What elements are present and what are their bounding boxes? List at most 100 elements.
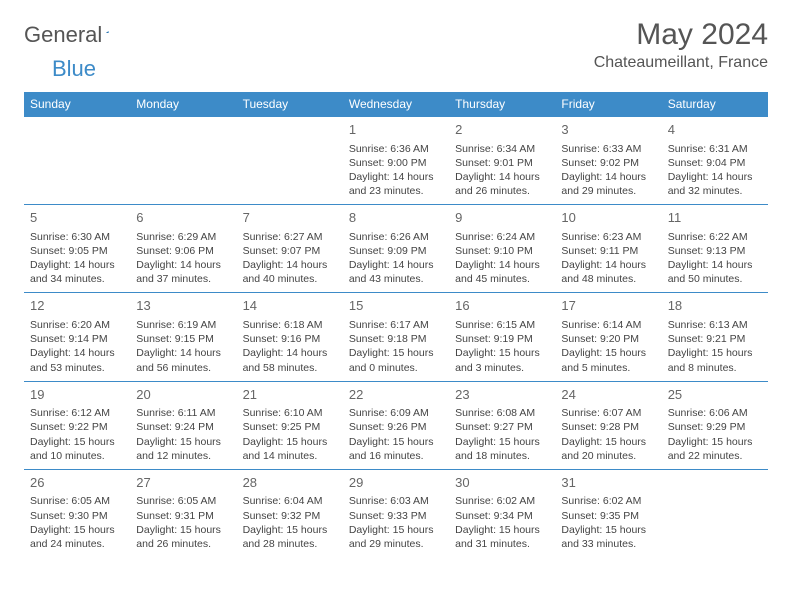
day-number: 26: [30, 474, 124, 492]
sunrise-line: Sunrise: 6:29 AM: [136, 230, 230, 244]
calendar-cell: 2Sunrise: 6:34 AMSunset: 9:01 PMDaylight…: [449, 116, 555, 204]
sunset-line: Sunset: 9:29 PM: [668, 420, 762, 434]
sunrise-line: Sunrise: 6:34 AM: [455, 142, 549, 156]
daylight-line: Daylight: 15 hours: [561, 435, 655, 449]
sunrise-line: Sunrise: 6:02 AM: [561, 494, 655, 508]
sunset-line: Sunset: 9:28 PM: [561, 420, 655, 434]
weekday-header: Saturday: [662, 92, 768, 116]
calendar-cell: 16Sunrise: 6:15 AMSunset: 9:19 PMDayligh…: [449, 292, 555, 380]
day-number: 1: [349, 121, 443, 139]
month-title: May 2024: [594, 18, 768, 52]
sunset-line: Sunset: 9:25 PM: [243, 420, 337, 434]
daylight-line2: and 23 minutes.: [349, 184, 443, 198]
daylight-line: Daylight: 15 hours: [561, 523, 655, 537]
daylight-line: Daylight: 14 hours: [349, 258, 443, 272]
sunrise-line: Sunrise: 6:20 AM: [30, 318, 124, 332]
sunset-line: Sunset: 9:21 PM: [668, 332, 762, 346]
calendar-cell: 1Sunrise: 6:36 AMSunset: 9:00 PMDaylight…: [343, 116, 449, 204]
calendar-cell: [130, 116, 236, 204]
daylight-line2: and 20 minutes.: [561, 449, 655, 463]
daylight-line2: and 8 minutes.: [668, 361, 762, 375]
sunrise-line: Sunrise: 6:12 AM: [30, 406, 124, 420]
logo-triangle-icon: [106, 25, 109, 39]
daylight-line2: and 0 minutes.: [349, 361, 443, 375]
calendar-cell: 18Sunrise: 6:13 AMSunset: 9:21 PMDayligh…: [662, 292, 768, 380]
daylight-line: Daylight: 14 hours: [136, 258, 230, 272]
daylight-line: Daylight: 14 hours: [455, 258, 549, 272]
sunrise-line: Sunrise: 6:04 AM: [243, 494, 337, 508]
calendar-cell: 11Sunrise: 6:22 AMSunset: 9:13 PMDayligh…: [662, 204, 768, 292]
daylight-line: Daylight: 15 hours: [136, 523, 230, 537]
calendar-cell: 7Sunrise: 6:27 AMSunset: 9:07 PMDaylight…: [237, 204, 343, 292]
sunset-line: Sunset: 9:01 PM: [455, 156, 549, 170]
day-number: 5: [30, 209, 124, 227]
sunrise-line: Sunrise: 6:33 AM: [561, 142, 655, 156]
calendar-cell: 13Sunrise: 6:19 AMSunset: 9:15 PMDayligh…: [130, 292, 236, 380]
day-number: 29: [349, 474, 443, 492]
sunset-line: Sunset: 9:16 PM: [243, 332, 337, 346]
daylight-line: Daylight: 14 hours: [668, 170, 762, 184]
daylight-line2: and 29 minutes.: [349, 537, 443, 551]
calendar-cell: 5Sunrise: 6:30 AMSunset: 9:05 PMDaylight…: [24, 204, 130, 292]
sunset-line: Sunset: 9:20 PM: [561, 332, 655, 346]
sunrise-line: Sunrise: 6:24 AM: [455, 230, 549, 244]
daylight-line2: and 33 minutes.: [561, 537, 655, 551]
day-number: 6: [136, 209, 230, 227]
sunrise-line: Sunrise: 6:09 AM: [349, 406, 443, 420]
daylight-line2: and 26 minutes.: [455, 184, 549, 198]
sunset-line: Sunset: 9:30 PM: [30, 509, 124, 523]
weekday-header: Thursday: [449, 92, 555, 116]
daylight-line: Daylight: 15 hours: [30, 523, 124, 537]
sunset-line: Sunset: 9:09 PM: [349, 244, 443, 258]
sunset-line: Sunset: 9:32 PM: [243, 509, 337, 523]
sunrise-line: Sunrise: 6:11 AM: [136, 406, 230, 420]
day-number: 10: [561, 209, 655, 227]
daylight-line: Daylight: 14 hours: [561, 258, 655, 272]
daylight-line2: and 43 minutes.: [349, 272, 443, 286]
sunrise-line: Sunrise: 6:15 AM: [455, 318, 549, 332]
sunset-line: Sunset: 9:27 PM: [455, 420, 549, 434]
sunrise-line: Sunrise: 6:26 AM: [349, 230, 443, 244]
calendar-cell: 28Sunrise: 6:04 AMSunset: 9:32 PMDayligh…: [237, 469, 343, 557]
daylight-line: Daylight: 15 hours: [349, 523, 443, 537]
sunset-line: Sunset: 9:33 PM: [349, 509, 443, 523]
daylight-line: Daylight: 15 hours: [561, 346, 655, 360]
sunrise-line: Sunrise: 6:36 AM: [349, 142, 443, 156]
day-number: 30: [455, 474, 549, 492]
day-number: 23: [455, 386, 549, 404]
day-number: 20: [136, 386, 230, 404]
calendar-cell: 27Sunrise: 6:05 AMSunset: 9:31 PMDayligh…: [130, 469, 236, 557]
sunset-line: Sunset: 9:07 PM: [243, 244, 337, 258]
calendar-cell: 21Sunrise: 6:10 AMSunset: 9:25 PMDayligh…: [237, 381, 343, 469]
daylight-line: Daylight: 14 hours: [30, 346, 124, 360]
sunrise-line: Sunrise: 6:13 AM: [668, 318, 762, 332]
daylight-line: Daylight: 15 hours: [243, 435, 337, 449]
daylight-line2: and 5 minutes.: [561, 361, 655, 375]
daylight-line2: and 28 minutes.: [243, 537, 337, 551]
day-number: 22: [349, 386, 443, 404]
daylight-line2: and 48 minutes.: [561, 272, 655, 286]
sunset-line: Sunset: 9:04 PM: [668, 156, 762, 170]
sunrise-line: Sunrise: 6:05 AM: [136, 494, 230, 508]
calendar-cell: 10Sunrise: 6:23 AMSunset: 9:11 PMDayligh…: [555, 204, 661, 292]
day-number: 19: [30, 386, 124, 404]
brand-part1: General: [24, 22, 102, 48]
sunrise-line: Sunrise: 6:10 AM: [243, 406, 337, 420]
calendar-cell: [662, 469, 768, 557]
daylight-line2: and 22 minutes.: [668, 449, 762, 463]
daylight-line: Daylight: 14 hours: [243, 258, 337, 272]
sunset-line: Sunset: 9:19 PM: [455, 332, 549, 346]
daylight-line: Daylight: 14 hours: [136, 346, 230, 360]
daylight-line2: and 53 minutes.: [30, 361, 124, 375]
daylight-line: Daylight: 15 hours: [243, 523, 337, 537]
calendar-cell: 20Sunrise: 6:11 AMSunset: 9:24 PMDayligh…: [130, 381, 236, 469]
calendar-cell: 22Sunrise: 6:09 AMSunset: 9:26 PMDayligh…: [343, 381, 449, 469]
daylight-line: Daylight: 14 hours: [30, 258, 124, 272]
daylight-line2: and 3 minutes.: [455, 361, 549, 375]
sunrise-line: Sunrise: 6:23 AM: [561, 230, 655, 244]
calendar-cell: 23Sunrise: 6:08 AMSunset: 9:27 PMDayligh…: [449, 381, 555, 469]
daylight-line2: and 37 minutes.: [136, 272, 230, 286]
calendar-cell: 30Sunrise: 6:02 AMSunset: 9:34 PMDayligh…: [449, 469, 555, 557]
sunrise-line: Sunrise: 6:05 AM: [30, 494, 124, 508]
day-number: 15: [349, 297, 443, 315]
